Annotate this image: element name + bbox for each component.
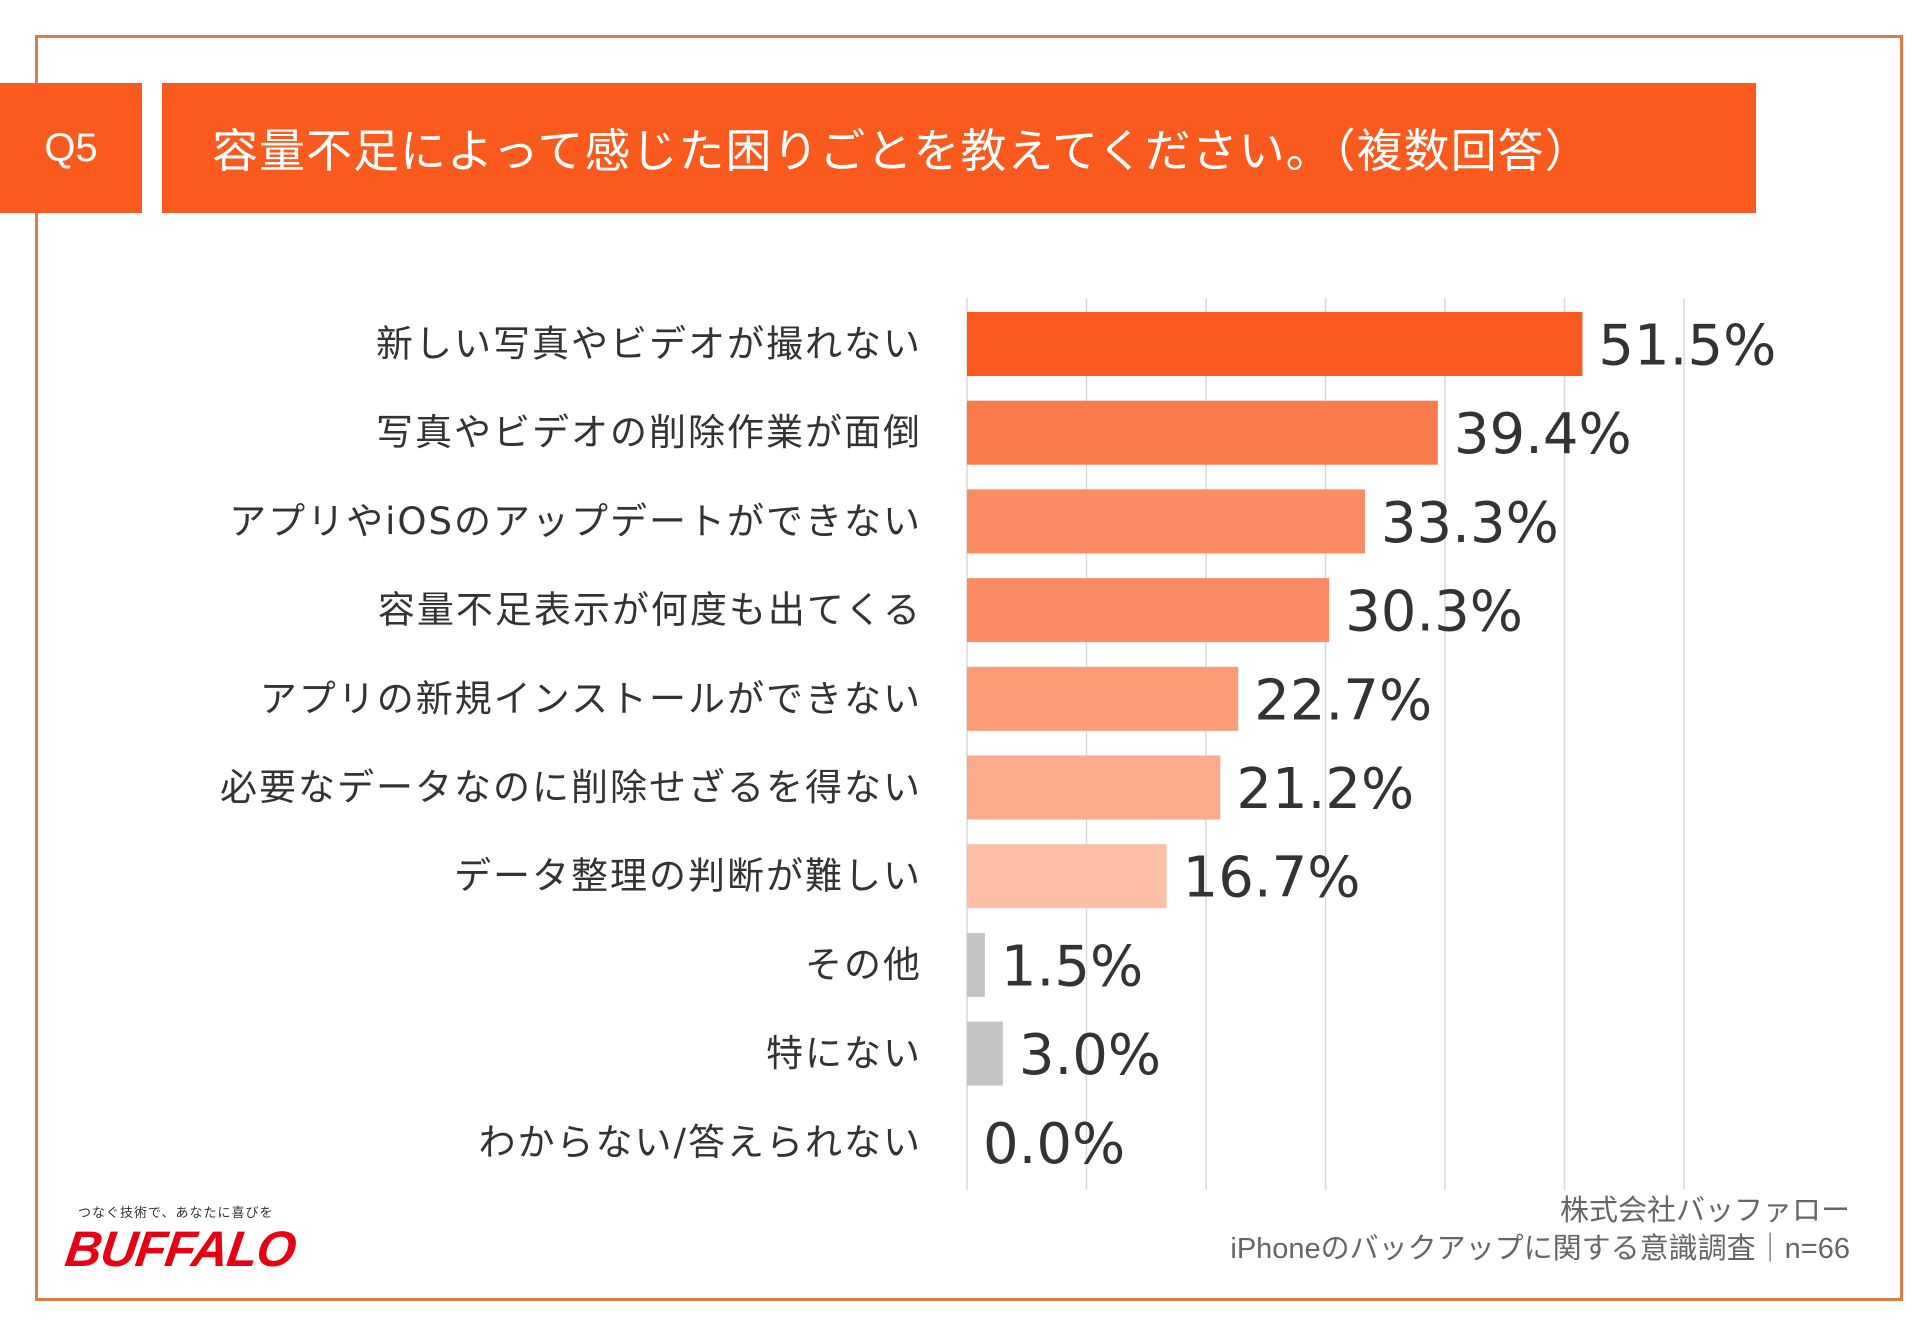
- category-label-9: わからない/答えられない: [479, 1121, 922, 1164]
- buffalo-logo: BUFFALO: [62, 1221, 300, 1277]
- category-label-8: 特にない: [766, 1032, 922, 1075]
- category-label-5: 必要なデータなのに削除せざるを得ない: [220, 766, 922, 809]
- value-label-8: 3.0%: [1019, 1023, 1161, 1088]
- question-badge: Q5: [0, 83, 142, 213]
- value-label-7: 1.5%: [1001, 934, 1143, 999]
- value-label-0: 51.5%: [1598, 314, 1776, 379]
- category-label-6: データ整理の判断が難しい: [454, 855, 922, 898]
- category-label-3: 容量不足表示が何度も出てくる: [378, 589, 922, 632]
- bar-3: [967, 578, 1330, 643]
- value-label-9: 0.0%: [983, 1112, 1125, 1177]
- bar-4: [967, 666, 1239, 731]
- category-label-2: アプリやiOSのアップデートができない: [229, 500, 922, 543]
- category-label-4: アプリの新規インストールができない: [260, 677, 922, 720]
- bar-5: [967, 755, 1221, 820]
- logo-tagline: つなぐ技術で、あなたに喜びを: [78, 1206, 274, 1221]
- value-label-2: 33.3%: [1381, 491, 1559, 556]
- bar-8: [967, 1021, 1003, 1086]
- bar-0: [967, 312, 1583, 376]
- value-label-4: 22.7%: [1254, 668, 1432, 733]
- outer-frame: [35, 35, 1903, 1301]
- source-note: 株式会社バッファロー iPhoneのバックアップに関する意識調査｜n=66: [1230, 1192, 1850, 1268]
- category-label-1: 写真やビデオの削除作業が面倒: [376, 411, 922, 454]
- value-label-1: 39.4%: [1454, 402, 1632, 467]
- value-label-5: 21.2%: [1236, 757, 1414, 822]
- bar-1: [967, 400, 1438, 465]
- category-label-0: 新しい写真やビデオが撮れない: [376, 323, 922, 366]
- category-label-7: その他: [805, 943, 922, 986]
- company-name: 株式会社バッファロー: [1559, 1195, 1850, 1227]
- survey-info: iPhoneのバックアップに関する意識調査｜n=66: [1230, 1233, 1850, 1265]
- bar-2: [967, 489, 1365, 554]
- bar-7: [967, 932, 985, 997]
- bar-6: [967, 844, 1167, 909]
- value-label-6: 16.7%: [1183, 846, 1361, 911]
- question-title: 容量不足によって感じた困りごとを教えてください。（複数回答）: [162, 83, 1756, 213]
- value-label-3: 30.3%: [1345, 580, 1523, 645]
